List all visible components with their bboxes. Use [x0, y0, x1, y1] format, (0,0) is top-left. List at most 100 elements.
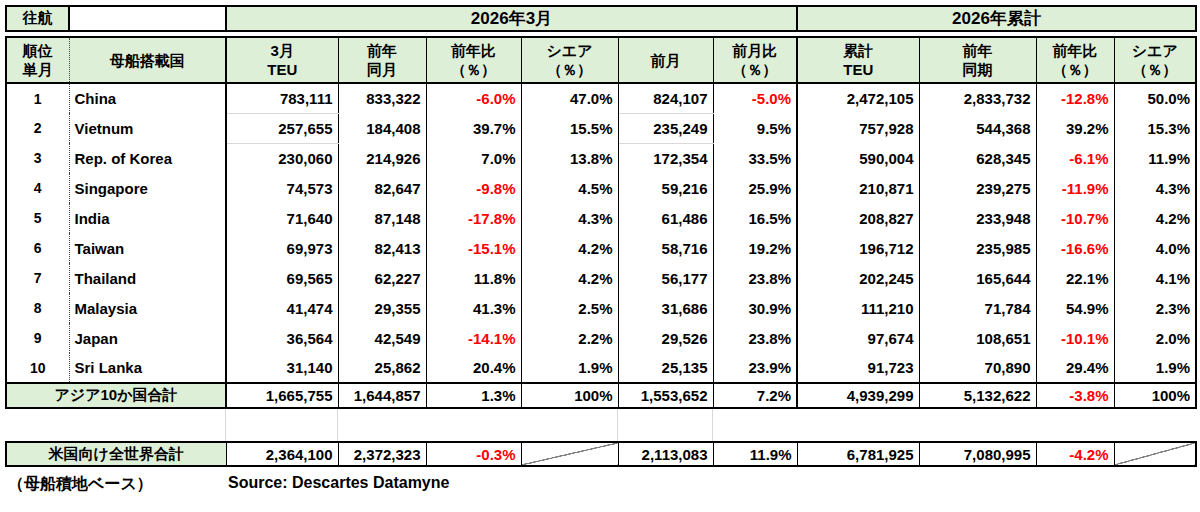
footer: （母船積地ベース） Source: Descartes Datamyne — [5, 472, 1200, 498]
gridline — [617, 409, 618, 441]
cell-country: Taiwan — [69, 233, 226, 263]
source-label: Source: Descartes Datamyne — [228, 474, 449, 492]
cell-value: 1,665,755 — [226, 383, 338, 408]
section-title-cumulative: 2026年累計 — [797, 6, 1196, 31]
cell-value: -4.2% — [1036, 442, 1114, 466]
cell-value: -3.8% — [1036, 383, 1114, 408]
col-header-cum-teu: 累計TEU — [797, 37, 919, 83]
cell-rank: 2 — [6, 113, 69, 143]
gridline — [225, 409, 226, 441]
cell-value: -6.0% — [426, 83, 521, 113]
cell-value: 11.9% — [1114, 143, 1196, 173]
asia-total-row: アジア10か国合計 1,665,7551,644,8571.3%100%1,55… — [6, 383, 1196, 408]
cell-country: China — [69, 83, 226, 113]
cell-value: -5.0% — [713, 83, 797, 113]
cell-country: India — [69, 203, 226, 233]
cell-value: 62,227 — [338, 263, 426, 293]
cell-value: 6,781,925 — [797, 442, 919, 466]
cell-value: 13.8% — [521, 143, 618, 173]
cell-value: 36,564 — [226, 323, 338, 353]
cell-value: 544,368 — [919, 113, 1036, 143]
cell-value: 33.5% — [713, 143, 797, 173]
table-row: 7Thailand69,56562,22711.8%4.2%56,17723.8… — [6, 263, 1196, 293]
cell-value: 97,674 — [797, 323, 919, 353]
spacer-row — [5, 409, 1195, 441]
cell-rank: 1 — [6, 83, 69, 113]
cell-value: -14.1% — [426, 323, 521, 353]
cell-value: 31,686 — [618, 293, 713, 323]
col-header-share-pct: シエア（％） — [521, 37, 618, 83]
cell-value: 210,871 — [797, 173, 919, 203]
gridline — [712, 409, 713, 441]
cell-value: 2,113,083 — [618, 442, 713, 466]
cell-value: 11.8% — [426, 263, 521, 293]
table-row: 9Japan36,56442,549-14.1%2.2%29,52623.8%9… — [6, 323, 1196, 353]
cell-value: 15.5% — [521, 113, 618, 143]
cell-country: Malaysia — [69, 293, 226, 323]
cell-value: 39.7% — [426, 113, 521, 143]
asia-total-label: アジア10か国合計 — [6, 383, 226, 408]
cell-value: 235,249 — [618, 113, 713, 143]
col-header-cum-yoy-pct: 前年比（％） — [1036, 37, 1114, 83]
cell-value: 50.0% — [1114, 83, 1196, 113]
cell-value: 257,655 — [226, 113, 338, 143]
cell-value: 233,948 — [919, 203, 1036, 233]
cell-value: 41.3% — [426, 293, 521, 323]
cell-value: 4,939,299 — [797, 383, 919, 408]
cell-country: Singapore — [69, 173, 226, 203]
col-header-cum-share-pct: シエア（％） — [1114, 37, 1196, 83]
cell-value: -15.1% — [426, 233, 521, 263]
cell-value: 9.5% — [713, 113, 797, 143]
gridline — [337, 409, 338, 441]
cell-value: 4.3% — [521, 203, 618, 233]
table-row: 1China783,111833,322-6.0%47.0%824,107-5.… — [6, 83, 1196, 113]
cell-value: 71,640 — [226, 203, 338, 233]
table-row: 4Singapore74,57382,647-9.8%4.5%59,21625.… — [6, 173, 1196, 203]
cell-value: 91,723 — [797, 353, 919, 383]
cell-value: 7.2% — [713, 383, 797, 408]
cell-value: 29,355 — [338, 293, 426, 323]
cell-value: 2,364,100 — [226, 442, 338, 466]
cell-value: 7.0% — [426, 143, 521, 173]
table-row: 2Vietnum257,655184,40839.7%15.5%235,2499… — [6, 113, 1196, 143]
cell-value: 1,644,857 — [338, 383, 426, 408]
world-total-row: 米国向け全世界合計 2,364,1002,372,323-0.3%2,113,0… — [6, 442, 1196, 466]
col-header-mom-pct: 前月比（％） — [713, 37, 797, 83]
cell-value: -10.7% — [1036, 203, 1114, 233]
cell-value: 74,573 — [226, 173, 338, 203]
cell-value: 1.3% — [426, 383, 521, 408]
cell-not-applicable — [1114, 442, 1196, 466]
table-row: 10Sri Lanka31,14025,86220.4%1.9%25,13523… — [6, 353, 1196, 383]
cell-rank: 7 — [6, 263, 69, 293]
cell-value: 87,148 — [338, 203, 426, 233]
col-header-yoy-pct: 前年比（％） — [426, 37, 521, 83]
cell-value: 59,216 — [618, 173, 713, 203]
banner-row: 往航 2026年3月 2026年累計 — [5, 5, 1197, 32]
cell-country: Rep. of Korea — [69, 143, 226, 173]
table-row: 3Rep. of Korea230,060214,9267.0%13.8%172… — [6, 143, 1196, 173]
cell-value: 69,565 — [226, 263, 338, 293]
cell-value: 208,827 — [797, 203, 919, 233]
cell-value: 2.2% — [521, 323, 618, 353]
cell-value: 56,177 — [618, 263, 713, 293]
cell-value: 235,985 — [919, 233, 1036, 263]
cell-rank: 8 — [6, 293, 69, 323]
cell-value: 4.2% — [521, 233, 618, 263]
cell-rank: 3 — [6, 143, 69, 173]
cell-value: 41,474 — [226, 293, 338, 323]
report-sheet: 往航 2026年3月 2026年累計 順位 単月 母船搭載国 3月TEU — [0, 0, 1200, 498]
cell-value: 7,080,995 — [919, 442, 1036, 466]
table-row: 8Malaysia41,47429,35541.3%2.5%31,68630.9… — [6, 293, 1196, 323]
cell-value: 47.0% — [521, 83, 618, 113]
cell-value: 824,107 — [618, 83, 713, 113]
cell-value: 54.9% — [1036, 293, 1114, 323]
cell-value: 196,712 — [797, 233, 919, 263]
cell-value: 30.9% — [713, 293, 797, 323]
cell-value: 71,784 — [919, 293, 1036, 323]
main-table: 順位 単月 母船搭載国 3月TEU 前年同月 前年比（％） シエア（％） — [5, 36, 1197, 409]
cell-value: 184,408 — [338, 113, 426, 143]
cell-value: 29,526 — [618, 323, 713, 353]
cell-value: 590,004 — [797, 143, 919, 173]
banner-spacer-cell — [69, 6, 226, 31]
cell-value: 2.3% — [1114, 293, 1196, 323]
